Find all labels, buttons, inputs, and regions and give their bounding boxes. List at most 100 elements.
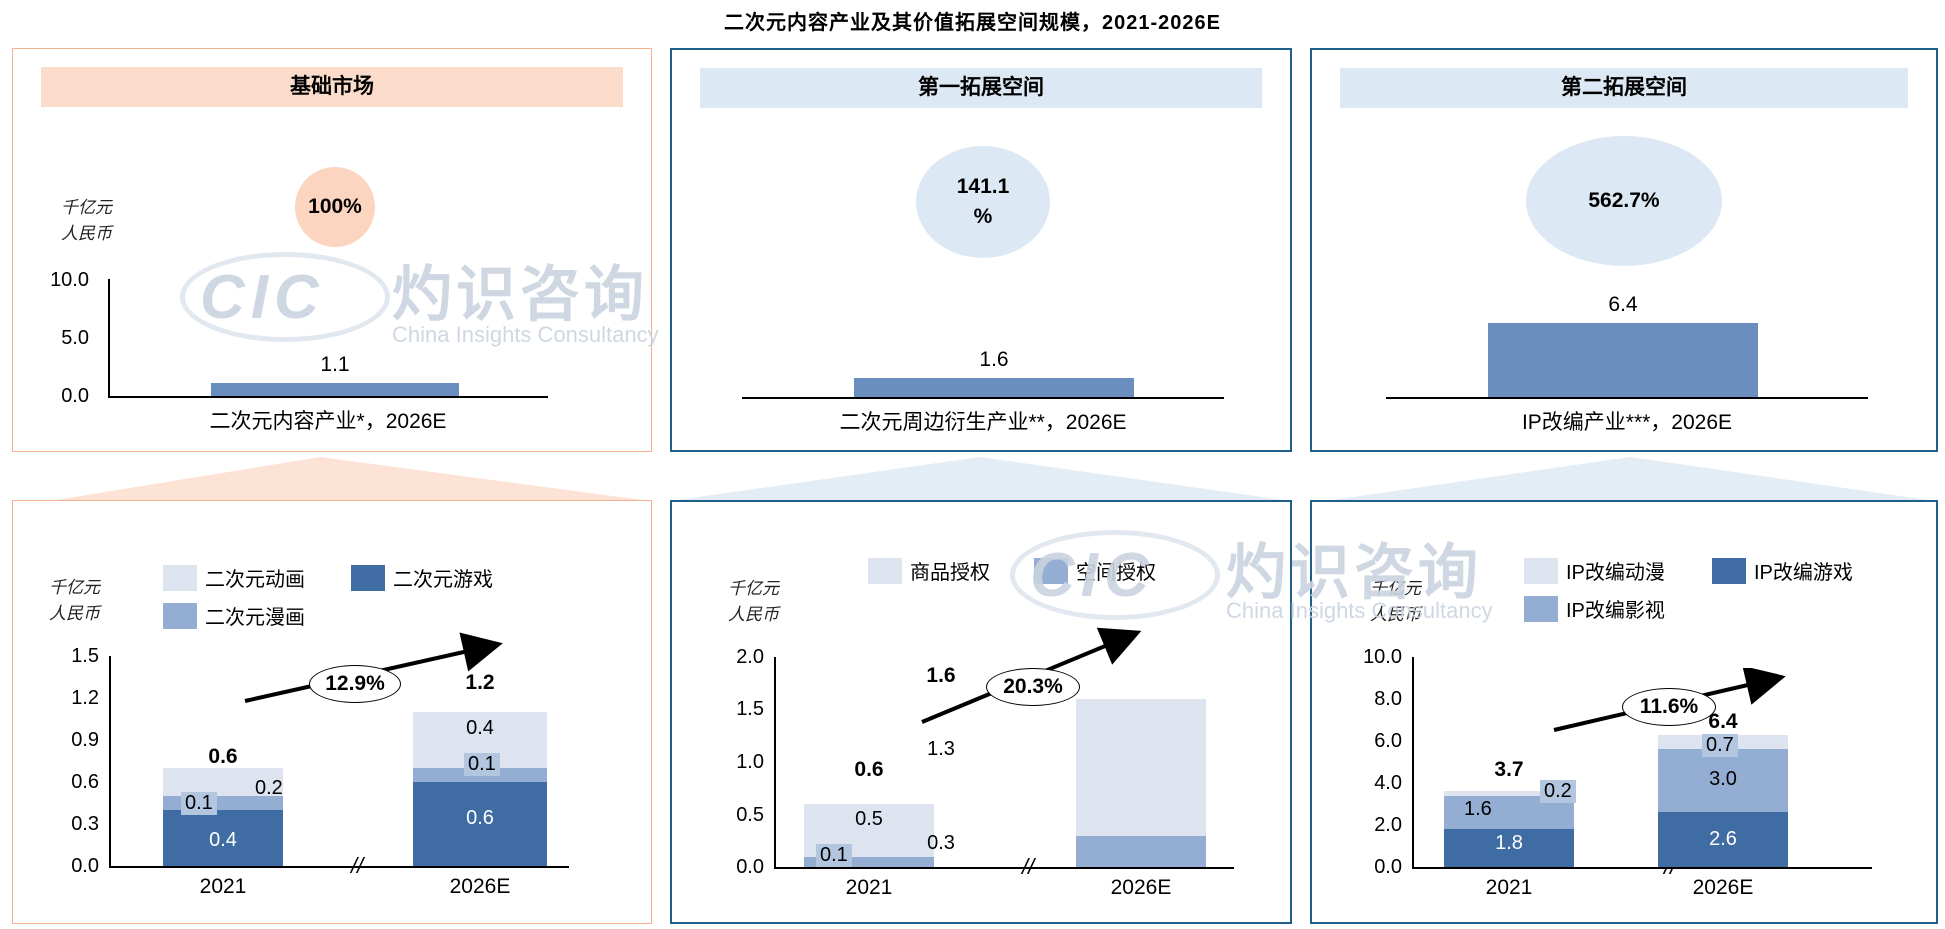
y-tick: 0.0: [1374, 856, 1402, 878]
cagr-label: 11.6%: [1622, 688, 1716, 726]
legend-item: 商品授权: [868, 556, 990, 585]
watermark-logo: CIC: [200, 263, 325, 332]
y-axis: [1412, 657, 1414, 869]
x-axis: [1386, 397, 1868, 399]
bar-total-label: 0.6: [854, 758, 884, 781]
panel-content-breakdown: 千亿元 人民币 二次元动画 二次元游戏 二次元漫画 1.5 1.2 0.9 0.…: [12, 500, 652, 924]
segment-value-label: 0.3: [927, 832, 955, 854]
y-axis: [109, 656, 111, 868]
bar-segment: [1444, 829, 1574, 867]
x-category-label: 2026E: [449, 875, 511, 898]
y-tick: 0.0: [736, 856, 764, 878]
bar-value-label: 1.6: [979, 348, 1009, 372]
legend-swatch: [351, 564, 385, 591]
segment-value-label: 1.3: [927, 738, 955, 760]
legend-swatch: [868, 557, 902, 584]
x-axis: [109, 866, 569, 868]
segment-value-label: 0.1: [816, 844, 852, 867]
connector-shapes: [50, 457, 1935, 501]
bar-segment: [1076, 699, 1206, 836]
unit-label: 千亿元 人民币: [728, 576, 779, 628]
panel-header: 基础市场: [41, 67, 623, 107]
y-tick: 0.3: [71, 813, 99, 835]
unit-label: 千亿元 人民币: [61, 195, 112, 247]
panel-header: 第二拓展空间: [1340, 68, 1908, 108]
legend-swatch: [1524, 557, 1558, 584]
growth-bubble-line1: 141.1: [956, 175, 1010, 198]
bar-segment: [163, 768, 283, 796]
y-tick: 0.6: [71, 771, 99, 793]
bar: [1488, 322, 1758, 397]
bar-segment: [163, 810, 283, 866]
legend-swatch: [1712, 557, 1746, 584]
bar-segment: [1658, 749, 1788, 813]
cagr-label: 12.9%: [309, 665, 401, 703]
unit-label-line2: 人民币: [61, 224, 112, 244]
y-tick: 1.2: [71, 687, 99, 709]
y-tick: 10.0: [50, 269, 89, 291]
segment-value-label: 0.2: [255, 777, 283, 799]
watermark-cn: 灼识咨询: [1226, 539, 1482, 606]
unit-label: 千亿元 人民币: [49, 575, 100, 627]
bar-segment: [1444, 791, 1574, 796]
segment-value-label: 0.1: [464, 753, 500, 776]
unit-label-line2: 人民币: [1370, 605, 1421, 625]
watermark-logo: CIC: [1030, 541, 1155, 610]
x-category-label: 2026E: [1692, 876, 1754, 899]
legend-swatch: [163, 602, 197, 629]
legend-label: 商品授权: [910, 562, 990, 584]
y-tick: 1.5: [736, 698, 764, 720]
bar-total-label: 1.6: [926, 664, 956, 687]
segment-value-label: 0.2: [1540, 780, 1576, 803]
legend-swatch: [1524, 595, 1558, 622]
y-tick: 5.0: [61, 327, 89, 349]
watermark-cn: 灼识咨询: [392, 261, 648, 328]
y-tick: 8.0: [1374, 688, 1402, 710]
bar-total-label: 3.7: [1494, 758, 1524, 781]
growth-bubble: 100%: [295, 167, 375, 247]
unit-label-line1: 千亿元: [728, 579, 779, 599]
legend-label: IP改编动漫: [1566, 562, 1665, 584]
legend-item: 二次元游戏: [351, 563, 493, 592]
unit-label-line1: 千亿元: [61, 198, 112, 218]
growth-bubble-line2: %: [973, 205, 993, 228]
bar-value-label: 6.4: [1608, 292, 1638, 316]
y-tick: 1.5: [71, 645, 99, 667]
legend-item: IP改编影视: [1524, 594, 1665, 623]
unit-label-line2: 人民币: [49, 604, 100, 624]
x-category-label: 2021: [1485, 876, 1533, 899]
growth-bubble-text: 100%: [308, 195, 362, 218]
y-axis: [774, 657, 776, 869]
segment-value-label: 0.6: [466, 807, 494, 829]
y-tick: 0.0: [61, 385, 89, 407]
y-tick: 2.0: [1374, 814, 1402, 836]
y-tick: 2.0: [736, 646, 764, 668]
y-tick: 0.9: [71, 729, 99, 751]
chart-title: 二次元内容产业及其价值拓展空间规模，2021-2026E: [724, 12, 1221, 34]
legend-item: 二次元漫画: [163, 601, 305, 630]
y-tick: 10.0: [1363, 646, 1402, 668]
unit-label-line1: 千亿元: [49, 578, 100, 598]
growth-bubble: 141.1 %: [916, 146, 1050, 258]
cagr-label: 20.3%: [986, 668, 1080, 706]
bar-value-label: 1.1: [320, 353, 350, 377]
panel-header: 第一拓展空间: [700, 68, 1262, 108]
x-category-label: 二次元周边衍生产业**，2026E: [839, 411, 1127, 434]
x-axis: [108, 396, 548, 398]
legend-label: IP改编影视: [1566, 600, 1665, 622]
legend-label: 二次元游戏: [393, 569, 493, 591]
segment-value-label: 0.5: [855, 808, 883, 830]
bar-segment: [1076, 835, 1206, 867]
legend-label: IP改编游戏: [1754, 562, 1853, 584]
x-axis: [742, 397, 1224, 399]
x-axis: [1412, 867, 1872, 869]
watermark-logo-ring: [1010, 530, 1220, 620]
panel-derivative-breakdown: 千亿元 人民币 商品授权 空间授权 2.0 1.5 1.0 0.5 0.0 //…: [670, 500, 1292, 924]
legend-label: 二次元动画: [205, 569, 305, 591]
unit-label-line1: 千亿元: [1370, 579, 1421, 599]
y-axis: [108, 279, 110, 397]
y-tick: 0.0: [71, 855, 99, 877]
panel-ip-breakdown: 千亿元 人民币 IP改编动漫 IP改编游戏 IP改编影视 10.0 8.0 6.…: [1310, 500, 1938, 924]
segment-value-label: 0.4: [209, 829, 237, 851]
segment-value-label: 3.0: [1709, 768, 1737, 790]
